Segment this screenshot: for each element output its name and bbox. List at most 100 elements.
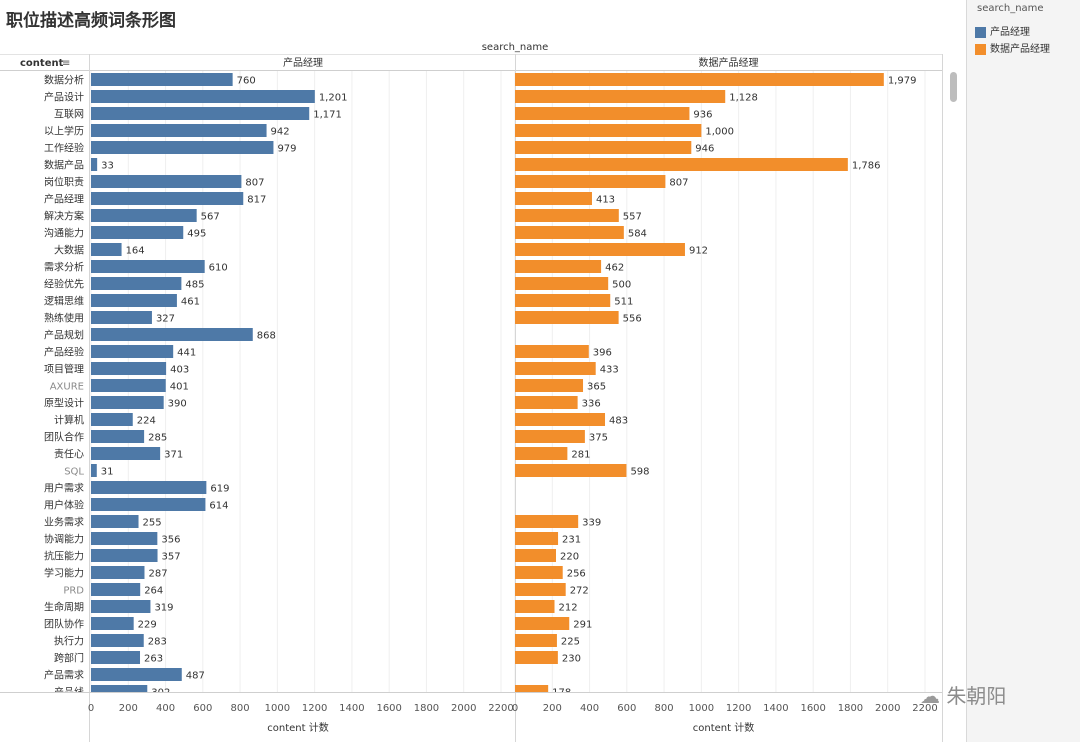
- data-label-1: 230: [562, 654, 581, 665]
- data-label-0: 807: [245, 178, 264, 189]
- wechat-icon: ☁: [920, 684, 940, 708]
- bar-0: [91, 464, 97, 477]
- data-label-1: 807: [669, 178, 688, 189]
- bar-1: [515, 209, 619, 222]
- bar-0: [91, 549, 158, 562]
- category-label: 业务需求: [44, 516, 84, 529]
- data-label-1: 178: [552, 688, 571, 699]
- data-label-1: 912: [689, 246, 708, 257]
- bar-1: [515, 447, 568, 460]
- data-label-0: 441: [177, 348, 196, 359]
- bars-group: 数据分析 760 1,979 产品设计 1,201 1,128 互联网 1,171 936 以上学…: [44, 73, 917, 699]
- x-tick-label: 200: [543, 703, 562, 714]
- bar-1: [515, 141, 692, 154]
- legend-label-pm: 产品经理: [990, 27, 1030, 38]
- bar-1: [515, 515, 579, 528]
- data-label-0: 390: [168, 399, 187, 410]
- data-label-1: 291: [573, 620, 592, 631]
- x-tick-label: 1000: [689, 703, 714, 714]
- data-label-1: 1,000: [705, 127, 734, 138]
- data-label-1: 225: [561, 637, 580, 648]
- data-label-0: 610: [209, 263, 228, 274]
- legend-title: search_name: [977, 3, 1044, 14]
- bar-1: [515, 617, 570, 630]
- bar-0: [91, 192, 244, 205]
- data-label-1: 556: [623, 314, 642, 325]
- data-label-1: 396: [593, 348, 612, 359]
- bar-1: [515, 124, 702, 137]
- category-label: 经验优先: [44, 278, 84, 291]
- data-label-1: 511: [614, 297, 633, 308]
- data-label-1: 220: [560, 552, 579, 563]
- bar-0: [91, 532, 158, 545]
- data-label-0: 229: [138, 620, 157, 631]
- category-label: 团队协作: [44, 618, 84, 631]
- x-tick-label: 0: [512, 703, 518, 714]
- x-tick-label: 1800: [414, 703, 439, 714]
- x-tick-label: 2200: [488, 703, 513, 714]
- bar-0: [91, 447, 161, 460]
- data-label-0: 403: [170, 365, 189, 376]
- data-label-0: 868: [257, 331, 276, 342]
- data-label-1: 1,128: [729, 93, 758, 104]
- category-label: SQL: [64, 467, 84, 478]
- bar-1: [515, 107, 690, 120]
- category-label: 数据分析: [44, 74, 84, 87]
- category-label: 产品设计: [44, 91, 84, 104]
- data-label-1: 584: [628, 229, 647, 240]
- data-label-0: 817: [247, 195, 266, 206]
- category-label: 产品线: [54, 686, 84, 699]
- bar-1: [515, 379, 584, 392]
- x-tick-label: 1600: [376, 703, 401, 714]
- data-label-1: 256: [567, 569, 586, 580]
- category-label: 解决方案: [44, 210, 84, 223]
- x-axis-title-0: content 计数: [267, 721, 328, 734]
- bar-1: [515, 311, 619, 324]
- bar-0: [91, 668, 182, 681]
- data-label-0: 487: [186, 671, 205, 682]
- category-label: 学习能力: [44, 567, 84, 580]
- legend-item-dpm[interactable]: 数据产品经理: [975, 40, 1050, 55]
- bar-0: [91, 600, 151, 613]
- x-tick-label: 1200: [726, 703, 751, 714]
- category-label: 工作经验: [44, 142, 84, 155]
- category-label: 大数据: [54, 244, 84, 257]
- legend-panel: search_name 产品经理 数据产品经理: [966, 0, 1080, 742]
- bar-1: [515, 685, 549, 692]
- bar-1: [515, 226, 624, 239]
- bar-1: [515, 464, 627, 477]
- data-label-0: 33: [101, 161, 114, 172]
- bar-1: [515, 566, 563, 579]
- data-label-0: 371: [164, 450, 183, 461]
- column-header: search_name: [482, 42, 549, 53]
- data-label-1: 375: [589, 433, 608, 444]
- data-label-1: 365: [587, 382, 606, 393]
- x-tick-label: 400: [580, 703, 599, 714]
- data-label-1: 483: [609, 416, 628, 427]
- category-label: 产品规划: [44, 329, 84, 342]
- bar-0: [91, 515, 139, 528]
- category-label: 产品需求: [44, 669, 84, 682]
- bar-0: [91, 209, 197, 222]
- category-label: 岗位职责: [44, 176, 84, 189]
- x-tick-label: 2200: [912, 703, 937, 714]
- legend-item-pm[interactable]: 产品经理: [975, 23, 1030, 38]
- x-tick-label: 1600: [800, 703, 825, 714]
- category-label: 协调能力: [44, 533, 84, 546]
- vertical-scrollbar[interactable]: [950, 72, 957, 102]
- category-label: 执行力: [54, 635, 84, 648]
- category-label: 需求分析: [44, 261, 84, 274]
- data-label-0: 401: [170, 382, 189, 393]
- bar-1: [515, 90, 726, 103]
- x-tick-label: 0: [88, 703, 94, 714]
- data-label-0: 942: [271, 127, 290, 138]
- data-label-1: 1,979: [888, 76, 917, 87]
- bar-0: [91, 294, 177, 307]
- x-axis-title-1: content 计数: [693, 721, 754, 734]
- data-label-0: 283: [148, 637, 167, 648]
- bar-1: [515, 345, 589, 358]
- data-label-0: 285: [148, 433, 167, 444]
- bar-1: [515, 158, 848, 171]
- category-label: 以上学历: [44, 125, 84, 138]
- bar-0: [91, 481, 207, 494]
